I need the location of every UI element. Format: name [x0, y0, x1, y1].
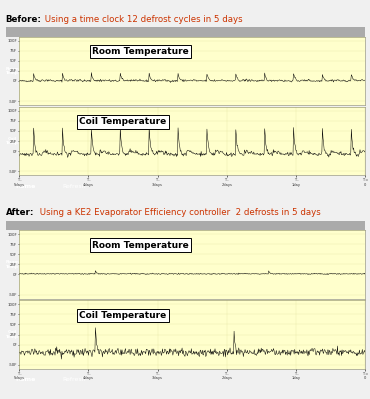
Text: Home: Home	[15, 184, 36, 189]
Text: Coil Temperature: Coil Temperature	[80, 311, 166, 320]
Bar	[6, 27, 365, 36]
Text: Coil
Temp: Coil Temp	[6, 330, 19, 339]
Text: Room
Temp: Room Temp	[6, 67, 19, 75]
Text: Home: Home	[15, 377, 36, 383]
Text: Refresh: Refresh	[62, 377, 86, 383]
Text: Using a KE2 Evaporator Efficiency controller  2 defrosts in 5 days: Using a KE2 Evaporator Efficiency contro…	[37, 208, 320, 217]
Text: Room Temperature: Room Temperature	[92, 241, 189, 250]
Bar	[6, 221, 365, 230]
Text: Room
Temp: Room Temp	[6, 260, 19, 269]
Text: Coil
Temp: Coil Temp	[6, 137, 19, 145]
Text: Using a time clock 12 defrost cycles in 5 days: Using a time clock 12 defrost cycles in …	[42, 15, 243, 24]
Text: Refresh: Refresh	[62, 184, 86, 189]
Text: Before:: Before:	[6, 15, 41, 24]
Text: Room Temperature: Room Temperature	[92, 47, 189, 56]
Text: After:: After:	[6, 208, 34, 217]
Text: Coil Temperature: Coil Temperature	[80, 117, 166, 126]
